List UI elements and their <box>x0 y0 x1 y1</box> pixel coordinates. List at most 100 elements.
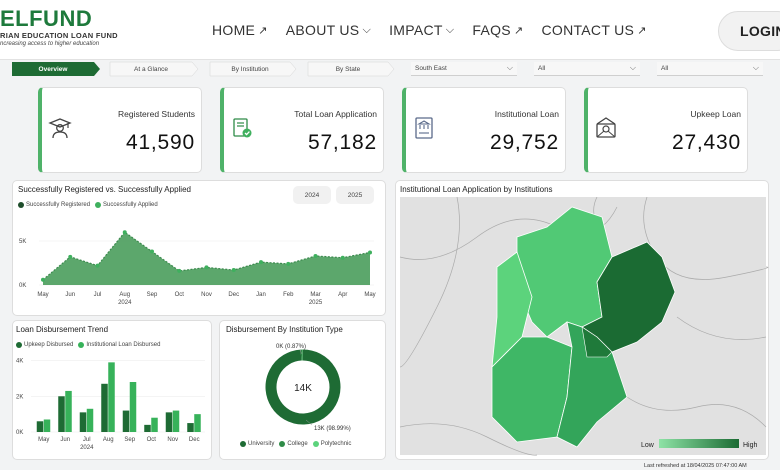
legend-dot-applied <box>95 202 102 208</box>
nav-contact-label: CONTACT US <box>541 22 635 38</box>
upkeep-bar <box>122 410 130 432</box>
chevron-down-icon: ⌵ <box>362 23 372 36</box>
legend-label: Upkeep Disbursed <box>24 342 74 348</box>
applied-point <box>41 277 45 282</box>
year-2024-button[interactable]: 2024 <box>293 186 331 204</box>
applied-area <box>43 232 370 285</box>
map-gradient-scale <box>659 439 739 448</box>
x-tick-label: Aug <box>119 292 130 298</box>
donut-bottom-label: 13K (98.99%) <box>314 426 351 432</box>
nav-impact[interactable]: IMPACT ⌵ <box>389 22 454 38</box>
kpi-value: 29,752 <box>489 131 559 154</box>
applied-point <box>150 249 154 254</box>
tab-by-state[interactable]: By State <box>335 65 361 73</box>
x-tick-label: Sep <box>124 437 135 443</box>
nav-impact-label: IMPACT <box>389 22 443 38</box>
registered-applied-panel: Successfully Registered vs. Successfully… <box>12 180 386 316</box>
kpi-institutional-loan: Institutional Loan 29,752 <box>402 87 566 173</box>
year-label: 2024 <box>118 300 132 306</box>
legend-dot-polytechnic <box>312 441 319 447</box>
kpi-value: 27,430 <box>671 131 741 154</box>
x-tick-label: Oct <box>175 292 185 298</box>
tab-by-institution[interactable]: By Institution <box>231 65 269 73</box>
registered-applied-chart: 0K 5K May Jun Jul Aug Sep Oct Nov Dec Jan Feb Mar Apr… <box>19 230 376 306</box>
donut-center-label: 14K <box>294 383 312 394</box>
upkeep-bar <box>36 421 44 432</box>
chevron-down-icon: ⌵ <box>506 63 513 72</box>
chevron-down-icon: ⌵ <box>752 63 759 72</box>
nav-home-label: HOME <box>212 22 256 38</box>
y-tick-label: 0K <box>16 430 23 436</box>
arrow-up-right-icon: ↗ <box>637 24 647 37</box>
tab-at-a-glance[interactable]: At a Glance <box>134 65 168 73</box>
x-tick-label: Jan <box>256 292 266 298</box>
x-tick-label: Sep <box>147 292 158 298</box>
map-region-ebonyi[interactable] <box>581 241 676 353</box>
applied-point <box>95 263 100 268</box>
institution-dropdown[interactable]: All ⌵ <box>534 62 640 76</box>
nav-about-us[interactable]: ABOUT US ⌵ <box>286 22 371 38</box>
arrow-up-right-icon: ↗ <box>513 24 524 37</box>
applied-point <box>122 230 127 235</box>
applied-point <box>231 268 236 273</box>
chart-legend: Upkeep Disbursed Institutional Loan Disb… <box>16 342 165 348</box>
choropleth-map[interactable]: Low High <box>397 197 769 459</box>
panel-title: Successfully Registered vs. Successfully… <box>18 185 191 194</box>
kpi-total-loan-application: Total Loan Application 57,182 <box>220 87 384 173</box>
nelfund-logo[interactable]: ELFUND RIAN EDUCATION LOAN FUND ncreasin… <box>0 8 118 48</box>
year-2025-button[interactable]: 2025 <box>336 186 374 204</box>
legend-dot-upkeep <box>16 342 22 348</box>
institution-type-panel: Disbursement By Institution Type 14K 0K … <box>219 320 386 460</box>
graduate-icon <box>48 118 72 139</box>
type-dropdown[interactable]: All ⌵ <box>657 62 763 76</box>
filter-tab-shapes <box>12 61 395 77</box>
kpi-value: 41,590 <box>125 131 195 154</box>
x-tick-label: Dec <box>189 437 200 443</box>
tab-overview[interactable]: Overview <box>38 65 68 73</box>
tab-by-state-shape <box>307 61 395 77</box>
x-tick-label: Jun <box>60 437 70 443</box>
institution-type-donut: 14K 0K (0.87%) 13K (98.99%) <box>265 344 351 432</box>
last-refreshed-text: Last refreshed at 18/04/2025 07:47:00 AM <box>644 463 747 469</box>
state-dropdown[interactable]: South East ⌵ <box>411 62 517 76</box>
kpi-registered-students: Registered Students 41,590 <box>38 87 202 173</box>
legend-label: Institutional Loan Disbursed <box>86 342 161 348</box>
nav-faqs[interactable]: FAQS ↗ <box>472 22 523 38</box>
institutional-bar <box>129 382 137 432</box>
legend-label: University <box>248 441 275 447</box>
panel-title: Loan Disbursement Trend <box>16 325 109 334</box>
upkeep-bar <box>187 423 194 432</box>
kpi-label: Upkeep Loan <box>690 109 741 119</box>
nav-home[interactable]: HOME ↗ <box>212 22 268 38</box>
login-button[interactable]: LOGIN <box>718 11 780 51</box>
map-panel: Institutional Loan Application by Instit… <box>395 180 769 460</box>
map-legend-low: Low <box>641 442 655 449</box>
donut-bottom-leader <box>305 419 313 426</box>
nav-contact-us[interactable]: CONTACT US ↗ <box>541 22 646 38</box>
state-dropdown-value: South East <box>415 65 447 72</box>
institutional-bar <box>172 410 180 432</box>
institution-dropdown-value: All <box>538 65 546 72</box>
upkeep-bar <box>144 424 151 432</box>
applied-point <box>204 265 209 270</box>
application-check-icon <box>233 118 252 138</box>
legend-dot-registered <box>18 202 24 208</box>
applied-point <box>177 268 182 273</box>
x-tick-label: Feb <box>283 292 294 298</box>
main-nav: HOME ↗ ABOUT US ⌵ IMPACT ⌵ FAQS ↗ CONTACT US… <box>212 22 665 38</box>
nav-faqs-label: FAQS <box>472 22 511 38</box>
institutional-bar <box>108 362 115 432</box>
legend-dot-college <box>279 441 286 447</box>
donut-slice-university <box>265 349 341 425</box>
x-tick-label: Aug <box>103 437 114 443</box>
panel-title: Disbursement By Institution Type <box>226 325 343 334</box>
type-dropdown-value: All <box>661 65 669 72</box>
donut-top-label: 0K (0.87%) <box>276 344 306 350</box>
x-tick-label: Dec <box>228 292 239 298</box>
panel-title: Institutional Loan Application by Instit… <box>400 185 553 194</box>
map-region-central[interactable] <box>581 326 613 358</box>
x-tick-label: May <box>37 292 48 298</box>
year-label: 2025 <box>309 300 323 306</box>
y-tick-label: 0K <box>19 283 26 289</box>
applied-point <box>368 250 372 255</box>
